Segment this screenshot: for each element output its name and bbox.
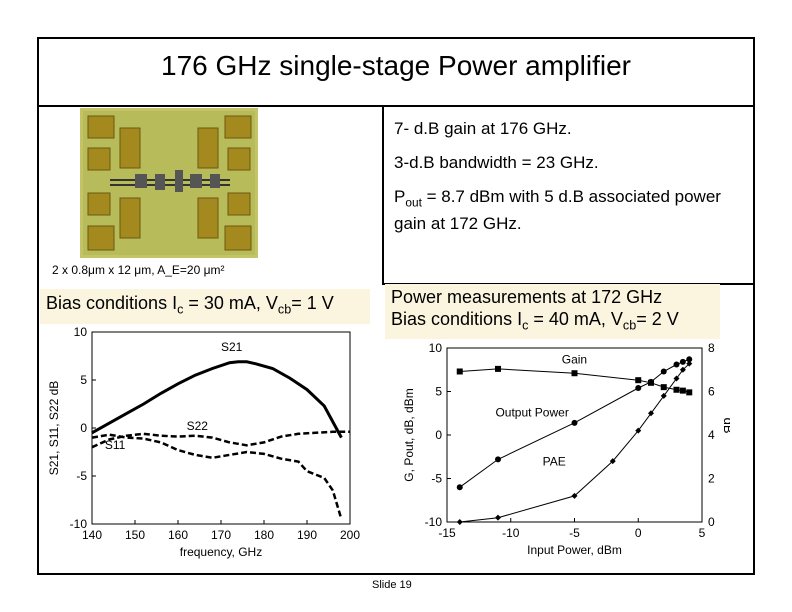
x-tick-label: 0	[635, 526, 642, 540]
right-tick-label: 2	[708, 472, 715, 486]
slide-title: 176 GHz single-stage Power amplifier	[161, 50, 631, 81]
series-label: S22	[187, 419, 209, 433]
data-point	[679, 387, 686, 394]
x-tick-label: 150	[125, 528, 145, 542]
y-tick-label: 10	[74, 325, 88, 339]
x-tick-label: 140	[82, 528, 102, 542]
data-point	[456, 484, 463, 491]
x-tick-label: -15	[438, 526, 456, 540]
plot-frame	[91, 331, 351, 525]
x-tick-label: 180	[254, 528, 274, 542]
data-point	[686, 389, 693, 396]
data-point	[660, 384, 667, 391]
data-point	[686, 356, 693, 363]
bias-conditions-right: Power measurements at 172 GHz Bias condit…	[385, 284, 720, 339]
y-tick-label: 5	[435, 385, 442, 399]
y-tick-label: -10	[425, 515, 443, 529]
data-point	[679, 366, 686, 373]
series-line-s21	[91, 360, 343, 439]
right-tick-label: 4	[708, 428, 715, 442]
data-point	[609, 458, 616, 465]
data-point	[673, 375, 680, 382]
data-point	[635, 385, 642, 392]
right-tick-label: 6	[708, 385, 715, 399]
y-axis-label: S21, S11, S22 dB	[47, 381, 61, 476]
y-tick-label: 10	[429, 341, 443, 355]
pout-bullet: Pout = 8.7 dBm with 5 d.B associated pow…	[394, 187, 721, 234]
data-point	[648, 410, 654, 417]
x-tick-label: 5	[699, 526, 706, 540]
key-results: 7- d.B gain at 176 GHz. 3-d.B bandwidth …	[394, 118, 744, 247]
gain-bullet: 7- d.B gain at 176 GHz.	[394, 119, 572, 138]
data-point	[495, 365, 501, 372]
data-point	[495, 456, 501, 463]
data-point	[495, 514, 501, 521]
y-tick-label: -5	[431, 472, 442, 486]
y-axis-label: G, Pout, dB, dBm	[402, 388, 416, 481]
y-tick-label: 0	[435, 428, 442, 442]
series-line-s22	[91, 430, 350, 449]
x-tick-label: 200	[340, 528, 360, 542]
data-point	[673, 386, 680, 393]
right-axis-label: dB	[721, 418, 730, 434]
bias-conditions-left: Bias conditions Ic = 30 mA, Vcb= 1 V	[40, 289, 370, 324]
divider-top	[382, 105, 755, 107]
data-point	[571, 419, 578, 426]
x-axis-label: Input Power, dBm	[527, 543, 622, 557]
data-point	[679, 358, 686, 365]
right-tick-label: 0	[708, 515, 715, 529]
data-point	[456, 368, 463, 375]
x-axis-label: frequency, GHz	[180, 545, 262, 559]
y-tick-label: 0	[80, 421, 87, 435]
series-label: PAE	[543, 454, 566, 468]
slide-number: Slide 19	[372, 579, 412, 591]
series-line-s11	[91, 433, 343, 520]
x-tick-label: -10	[502, 526, 520, 540]
series-label: S11	[105, 438, 126, 452]
data-point	[648, 378, 654, 385]
x-tick-label: 160	[168, 528, 188, 542]
data-point	[673, 361, 680, 368]
data-point	[456, 519, 463, 525]
data-point	[635, 427, 642, 434]
x-tick-label: -5	[569, 526, 580, 540]
series-label: S21	[221, 340, 243, 354]
data-point	[686, 360, 693, 367]
y-tick-label: -10	[70, 517, 88, 531]
data-point	[660, 368, 667, 375]
series-label: Output Power	[495, 406, 568, 420]
chip-caption: 2 x 0.8μm x 12 μm, A_E=20 μm²	[52, 263, 225, 277]
y-tick-label: 5	[80, 373, 87, 387]
data-point	[571, 370, 578, 377]
x-tick-label: 190	[297, 528, 317, 542]
data-point	[571, 492, 578, 499]
chip-photo	[80, 108, 258, 258]
y-tick-label: -5	[76, 469, 87, 483]
right-tick-label: 8	[708, 341, 715, 355]
data-point	[635, 377, 642, 384]
divider-vertical	[382, 107, 384, 285]
s-parameter-chart: 140 150 160 170 180 190 200 10 5 0 -5 -10 frequency,…	[47, 325, 360, 559]
x-tick-label: 170	[211, 528, 231, 542]
data-point	[660, 392, 667, 399]
series-line-pae	[459, 363, 690, 523]
series-label: Gain	[562, 353, 587, 367]
bandwidth-bullet: 3-d.B bandwidth = 23 GHz.	[394, 153, 599, 172]
